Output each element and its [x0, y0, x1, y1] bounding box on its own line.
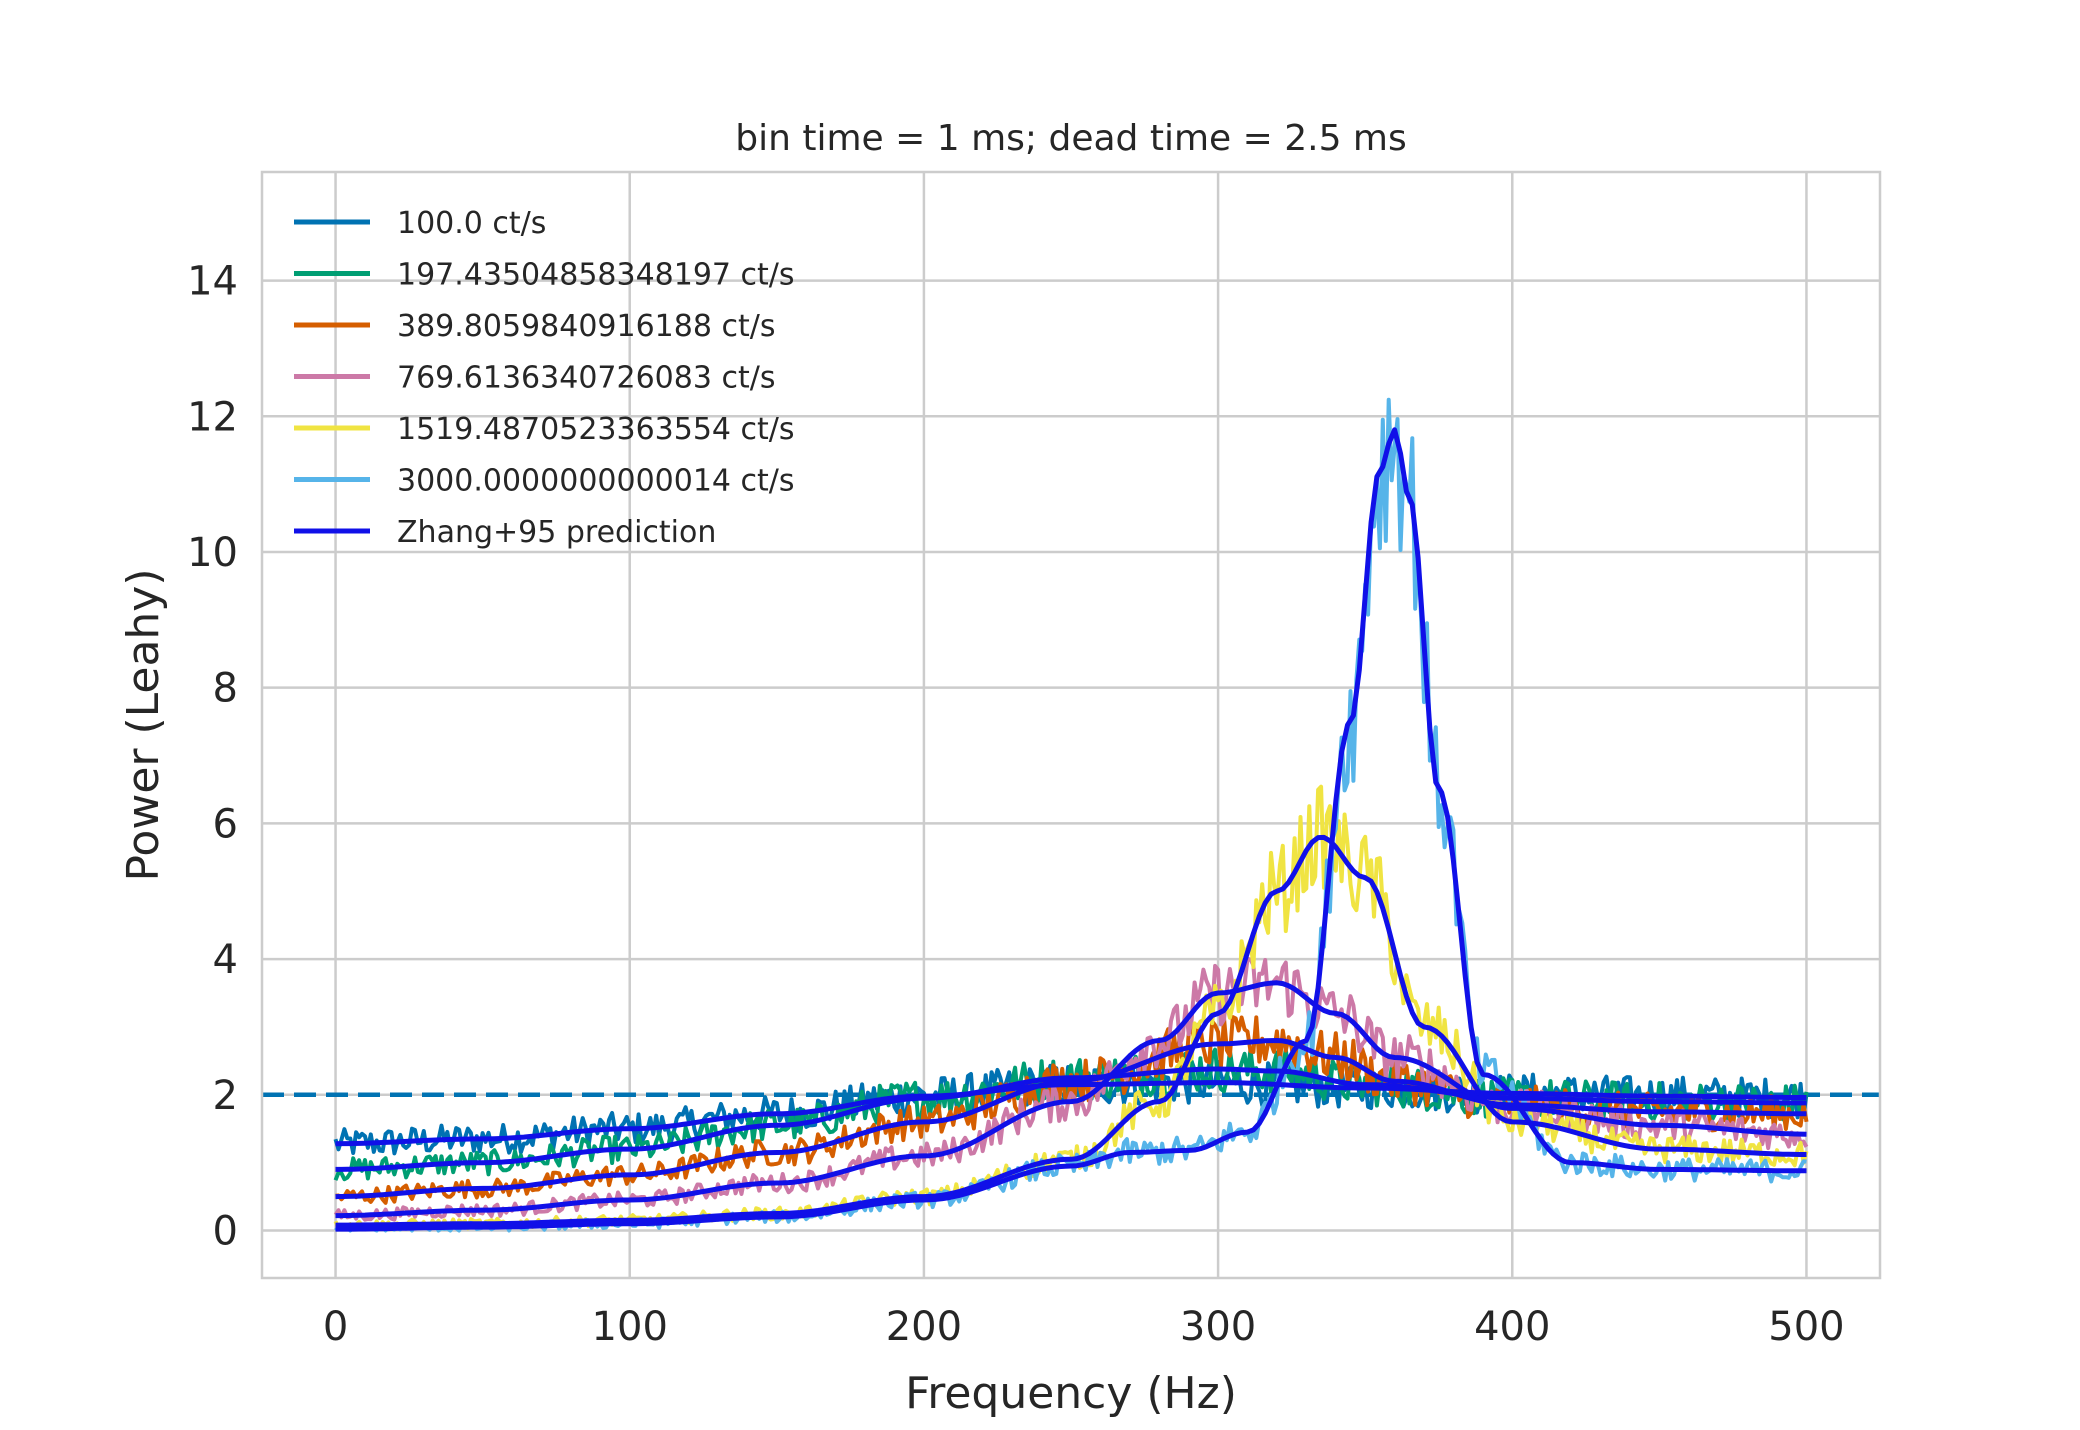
legend-item: 389.8059840916188 ct/s: [294, 309, 775, 344]
legend-label: 3000.0000000000014 ct/s: [397, 464, 795, 499]
x-axis-label: Frequency (Hz): [905, 1368, 1237, 1419]
x-tick-label: 300: [1180, 1304, 1256, 1350]
y-tick-label: 4: [213, 937, 238, 983]
legend-item: Zhang+95 prediction: [294, 515, 716, 550]
legend-label: 389.8059840916188 ct/s: [397, 309, 775, 344]
model-line: [335, 1066, 1807, 1172]
grid: [262, 172, 1880, 1278]
series-line: [333, 784, 1809, 1232]
model-line: [335, 427, 1807, 1232]
y-tick-label: 12: [187, 394, 238, 440]
legend-label: 197.43504858348197 ct/s: [397, 258, 795, 293]
legend-item: 3000.0000000000014 ct/s: [294, 464, 795, 499]
legend-label: 1519.4870523363554 ct/s: [397, 412, 795, 447]
model-line: [335, 1038, 1807, 1200]
legend-item: 769.6136340726083 ct/s: [294, 361, 775, 396]
legend-item: 100.0 ct/s: [294, 206, 546, 241]
x-tick-label: 400: [1474, 1304, 1550, 1350]
model-lines: [335, 427, 1807, 1232]
legend: 100.0 ct/s 197.43504858348197 ct/s 389.805…: [294, 206, 795, 550]
legend-label: 100.0 ct/s: [397, 206, 546, 241]
y-tick-label: 8: [213, 666, 238, 712]
x-tick-label: 0: [323, 1304, 348, 1350]
plot-frame: [260, 170, 1882, 1280]
legend-item: 197.43504858348197 ct/s: [294, 258, 795, 293]
model-line: [335, 834, 1807, 1228]
model-line: [335, 980, 1807, 1219]
x-tick-label: 100: [592, 1304, 668, 1350]
y-tick-label: 10: [187, 530, 238, 576]
model-line: [335, 1080, 1807, 1147]
x-tick-label: 200: [886, 1304, 962, 1350]
x-tick-label: 500: [1768, 1304, 1844, 1350]
legend-label: 769.6136340726083 ct/s: [397, 361, 775, 396]
chart-title: bin time = 1 ms; dead time = 2.5 ms: [735, 118, 1407, 159]
y-tick-label: 2: [213, 1073, 238, 1119]
legend-item: 1519.4870523363554 ct/s: [294, 412, 795, 447]
y-tick-label: 0: [213, 1209, 238, 1255]
tick-labels: 0 100 200 300 400 500 0 2 4 6 8 10 12 14: [187, 259, 1845, 1350]
y-tick-label: 14: [187, 259, 238, 305]
legend-label: Zhang+95 prediction: [397, 515, 716, 550]
y-axis-label: Power (Leahy): [118, 568, 169, 881]
y-tick-label: 6: [213, 801, 238, 847]
